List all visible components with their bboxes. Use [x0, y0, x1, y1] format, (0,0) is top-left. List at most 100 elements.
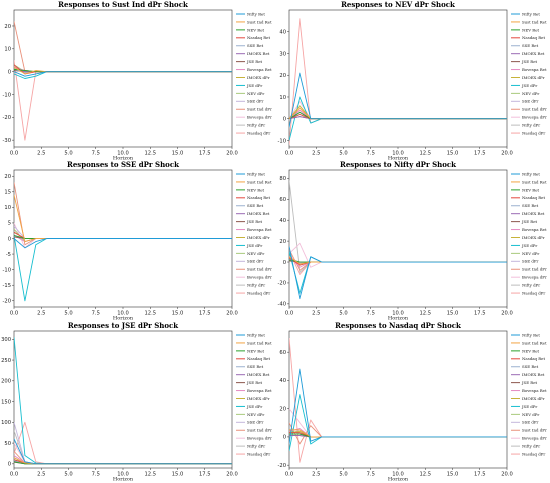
x-tick-label: 20.0: [226, 311, 238, 317]
chart-jse-shock: Responses to JSE dPr Shock 0.0 2.5 5.0 7.5 10…: [0, 321, 272, 483]
x-tick-label: 10.0: [392, 472, 404, 478]
legend-label: NEV Ret: [247, 348, 265, 353]
series-line-bovespa-dpr: [289, 100, 507, 120]
series-line-nifty-dpr: [289, 113, 507, 120]
chart-svg: Responses to Nifty dPr Shock 0.0 2.5 5.0 7.5…: [278, 160, 547, 322]
legend-label: SSE Ret: [522, 203, 539, 208]
series-line-nifty-dpr: [14, 231, 232, 239]
series-line-nasdaq-dpr: [14, 228, 232, 243]
x-tick-label: 20.0: [501, 151, 513, 157]
legend-label: Nasdaq dPr: [247, 451, 270, 456]
series-line-sse-dpr: [289, 111, 507, 120]
series-line-bovespa-dpr: [289, 408, 507, 438]
series-line-jse-dpr: [14, 235, 232, 302]
series-line-jse-dpr: [14, 71, 232, 79]
x-axis-label: Horizon: [388, 477, 409, 483]
legend-label: IMOEX dPr: [522, 75, 545, 80]
legend-label: SSE dPr: [247, 99, 263, 104]
series-line-sust-ind-dpr: [14, 21, 232, 73]
legend-label: SSE Ret: [247, 43, 264, 48]
legend-label: NEV dPr: [247, 412, 264, 417]
x-tick-label: 7.5: [92, 151, 100, 157]
series-line-imoex-dpr: [289, 105, 507, 120]
y-tick-label: 10: [4, 205, 11, 211]
x-tick-label: 10.0: [392, 151, 404, 157]
plot-frame: [288, 169, 508, 308]
series-line-nev-ret: [289, 111, 507, 120]
legend-label: SSE dPr: [522, 420, 538, 425]
series-line-nifty-ret: [14, 238, 232, 249]
legend-label: Nifty Ret: [522, 332, 540, 337]
legend-label: Nifty Ret: [247, 11, 265, 16]
y-tick-label: -20: [278, 281, 286, 287]
x-tick-label: 5.0: [64, 472, 72, 478]
legend-label: NEV dPr: [247, 91, 264, 96]
y-tick-label: 40: [279, 30, 286, 36]
series-line-sse-dpr: [289, 429, 507, 438]
y-tick-label: 20: [4, 24, 11, 30]
legend-label: Bovespa Ret: [247, 67, 272, 72]
series-line-nasdaq-dpr: [14, 60, 232, 141]
series-group: [14, 21, 232, 141]
x-tick-label: 15.0: [447, 311, 459, 317]
series-line-bovespa-dpr: [289, 242, 507, 268]
series-line-nasdaq-dpr: [289, 251, 507, 276]
legend-label: Nasdaq Ret: [522, 195, 545, 200]
x-tick-label: 0.0: [285, 151, 293, 157]
x-tick-label: 2.5: [37, 311, 45, 317]
legend-label: Bovespa Ret: [522, 388, 547, 393]
series-line-bovespa-ret: [289, 427, 507, 438]
legend-label: IMOEX dPr: [247, 75, 270, 80]
series-line-bovespa-dpr: [14, 64, 232, 75]
series-line-sse-ret: [14, 460, 232, 465]
x-tick-label: 5.0: [339, 151, 347, 157]
x-tick-label: 12.5: [419, 472, 431, 478]
series-line-nasdaq-ret: [14, 64, 232, 75]
y-tick-label: 60: [279, 350, 286, 356]
legend-label: Bovespa Ret: [522, 227, 547, 232]
legend-label: JSE Ret: [521, 380, 538, 385]
y-tick-label: 200: [1, 379, 11, 385]
y-tick-label: 0: [8, 69, 11, 75]
series-line-sust-ind-dpr: [14, 182, 232, 246]
legend-label: Sust Ind Ret: [522, 179, 547, 184]
y-tick-label: 20: [279, 406, 286, 412]
series-group: [14, 182, 232, 302]
series-line-sse-dpr: [14, 225, 232, 239]
series-line-sust-ind-ret: [289, 107, 507, 120]
x-tick-label: 12.5: [419, 151, 431, 157]
legend-label: SSE dPr: [522, 259, 538, 264]
legend-label: Sust Ind Ret: [247, 19, 272, 24]
legend-label: Nasdaq dPr: [522, 451, 545, 456]
series-line-nev-dpr: [14, 457, 232, 465]
legend-label: JSE dPr: [246, 83, 262, 88]
y-tick-label: 80: [279, 176, 286, 182]
series-line-jse-dpr: [289, 394, 507, 452]
y-tick-label: 15: [4, 190, 11, 196]
series-line-nev-ret: [14, 234, 232, 239]
series-line-nasdaq-dpr: [14, 421, 232, 465]
legend-label: NEV Ret: [522, 348, 540, 353]
legend-label: IMOEX dPr: [247, 396, 270, 401]
legend-label: JSE dPr: [521, 83, 537, 88]
series-line-imoex-ret: [14, 234, 232, 239]
legend-label: IMOEX dPr: [522, 396, 545, 401]
series-line-sse-ret: [14, 234, 232, 239]
series-line-sust-ind-ret: [14, 66, 232, 75]
legend-label: Nifty Ret: [522, 11, 540, 16]
legend-label: JSE dPr: [521, 404, 537, 409]
x-tick-label: 10.0: [392, 311, 404, 317]
legend-label: IMOEX Ret: [247, 372, 270, 377]
x-tick-label: 7.5: [367, 472, 375, 478]
series-line-nasdaq-dpr: [289, 18, 507, 145]
chart-svg: Responses to Nasdaq dPr Shock 0.0 2.5 5.0 7.…: [278, 321, 547, 483]
legend-label: IMOEX Ret: [522, 372, 545, 377]
legend-label: IMOEX Ret: [522, 51, 545, 56]
series-line-bovespa-ret: [289, 109, 507, 120]
legend-label: JSE Ret: [246, 380, 263, 385]
x-tick-label: 20.0: [501, 311, 513, 317]
chart-title: Responses to Nasdaq dPr Shock: [335, 321, 461, 330]
series-line-sust-ind-ret: [14, 194, 232, 243]
series-line-sust-ind-dpr: [289, 249, 507, 271]
legend-label: Sust Ind dPr: [522, 428, 547, 433]
